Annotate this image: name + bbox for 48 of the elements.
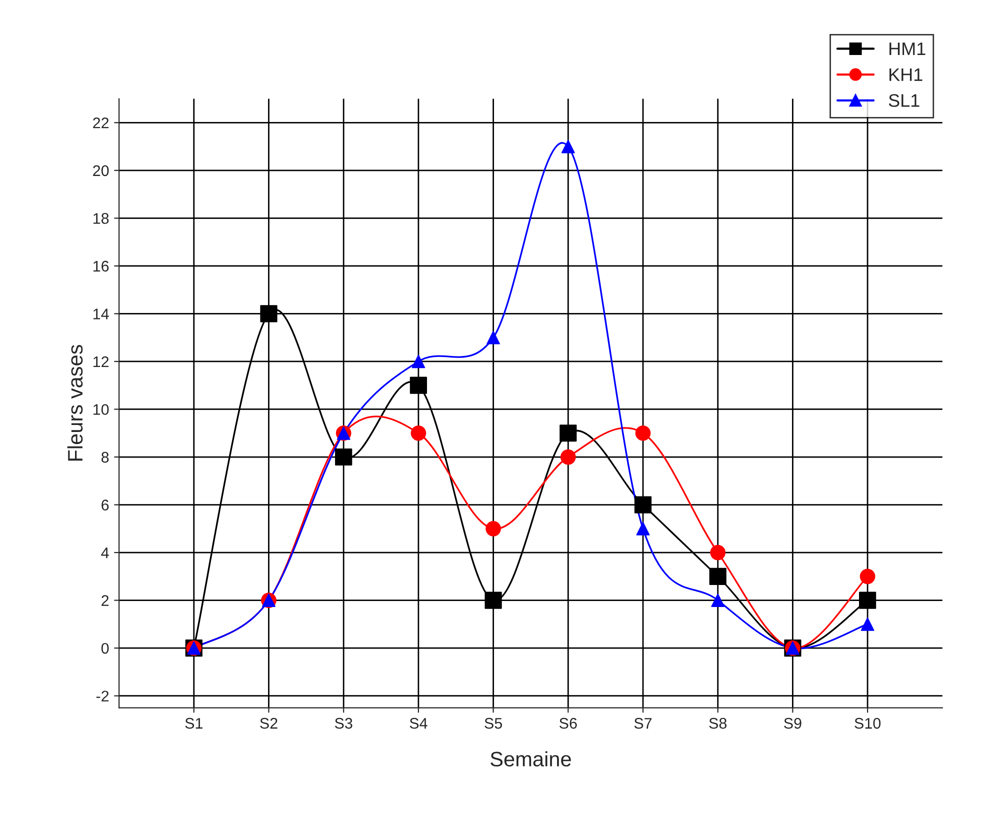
y-tick-label: 8 (101, 452, 109, 463)
point (484, 592, 502, 609)
x-tick-label: S5 (484, 718, 502, 729)
x-tick-label: S8 (709, 718, 727, 729)
legend-label: SL1 (888, 94, 920, 107)
point (634, 496, 652, 514)
point (410, 376, 427, 394)
point (636, 522, 650, 536)
point (635, 425, 651, 441)
point (260, 305, 278, 322)
point (710, 544, 726, 560)
point (410, 425, 426, 441)
point (560, 449, 576, 465)
x-tick-label: S4 (410, 718, 428, 729)
x-tick-label: S2 (260, 718, 278, 729)
point (486, 330, 500, 344)
legend-label: KH1 (890, 68, 922, 81)
y-tick-label: 20 (93, 165, 109, 176)
y-tick-label: 4 (101, 548, 109, 558)
point (335, 448, 352, 466)
y-tick-label: 10 (93, 404, 109, 415)
x-axis-title: Semaine (490, 751, 571, 766)
point (560, 424, 577, 442)
x-tick-label: S1 (185, 718, 202, 729)
y-tick-label: 18 (93, 213, 109, 224)
y-tick-label: -2 (96, 690, 109, 702)
x-tick-label: S6 (559, 718, 577, 729)
x-tick-label: S3 (334, 718, 352, 729)
y-tick-label: 16 (93, 260, 109, 272)
point (412, 354, 426, 368)
y-tick-label: 12 (93, 356, 109, 368)
point (858, 592, 876, 609)
point (711, 594, 725, 608)
y-axis-title: Fleurs vases (67, 344, 83, 461)
point (709, 568, 726, 585)
y-tick-label: 22 (93, 118, 109, 128)
point (860, 568, 876, 584)
y-tick-label: 0 (101, 642, 109, 654)
legend-label: HM1 (890, 42, 926, 56)
y-tick-label: 6 (102, 500, 109, 510)
x-tick-label: S7 (634, 718, 652, 729)
x-tick-label: S9 (784, 718, 802, 729)
point (860, 617, 874, 631)
y-tick-label: 2 (102, 595, 109, 606)
point (486, 520, 501, 536)
y-tick-label: 14 (93, 308, 109, 320)
point (561, 140, 575, 154)
x-tick-label: S10 (854, 718, 881, 729)
